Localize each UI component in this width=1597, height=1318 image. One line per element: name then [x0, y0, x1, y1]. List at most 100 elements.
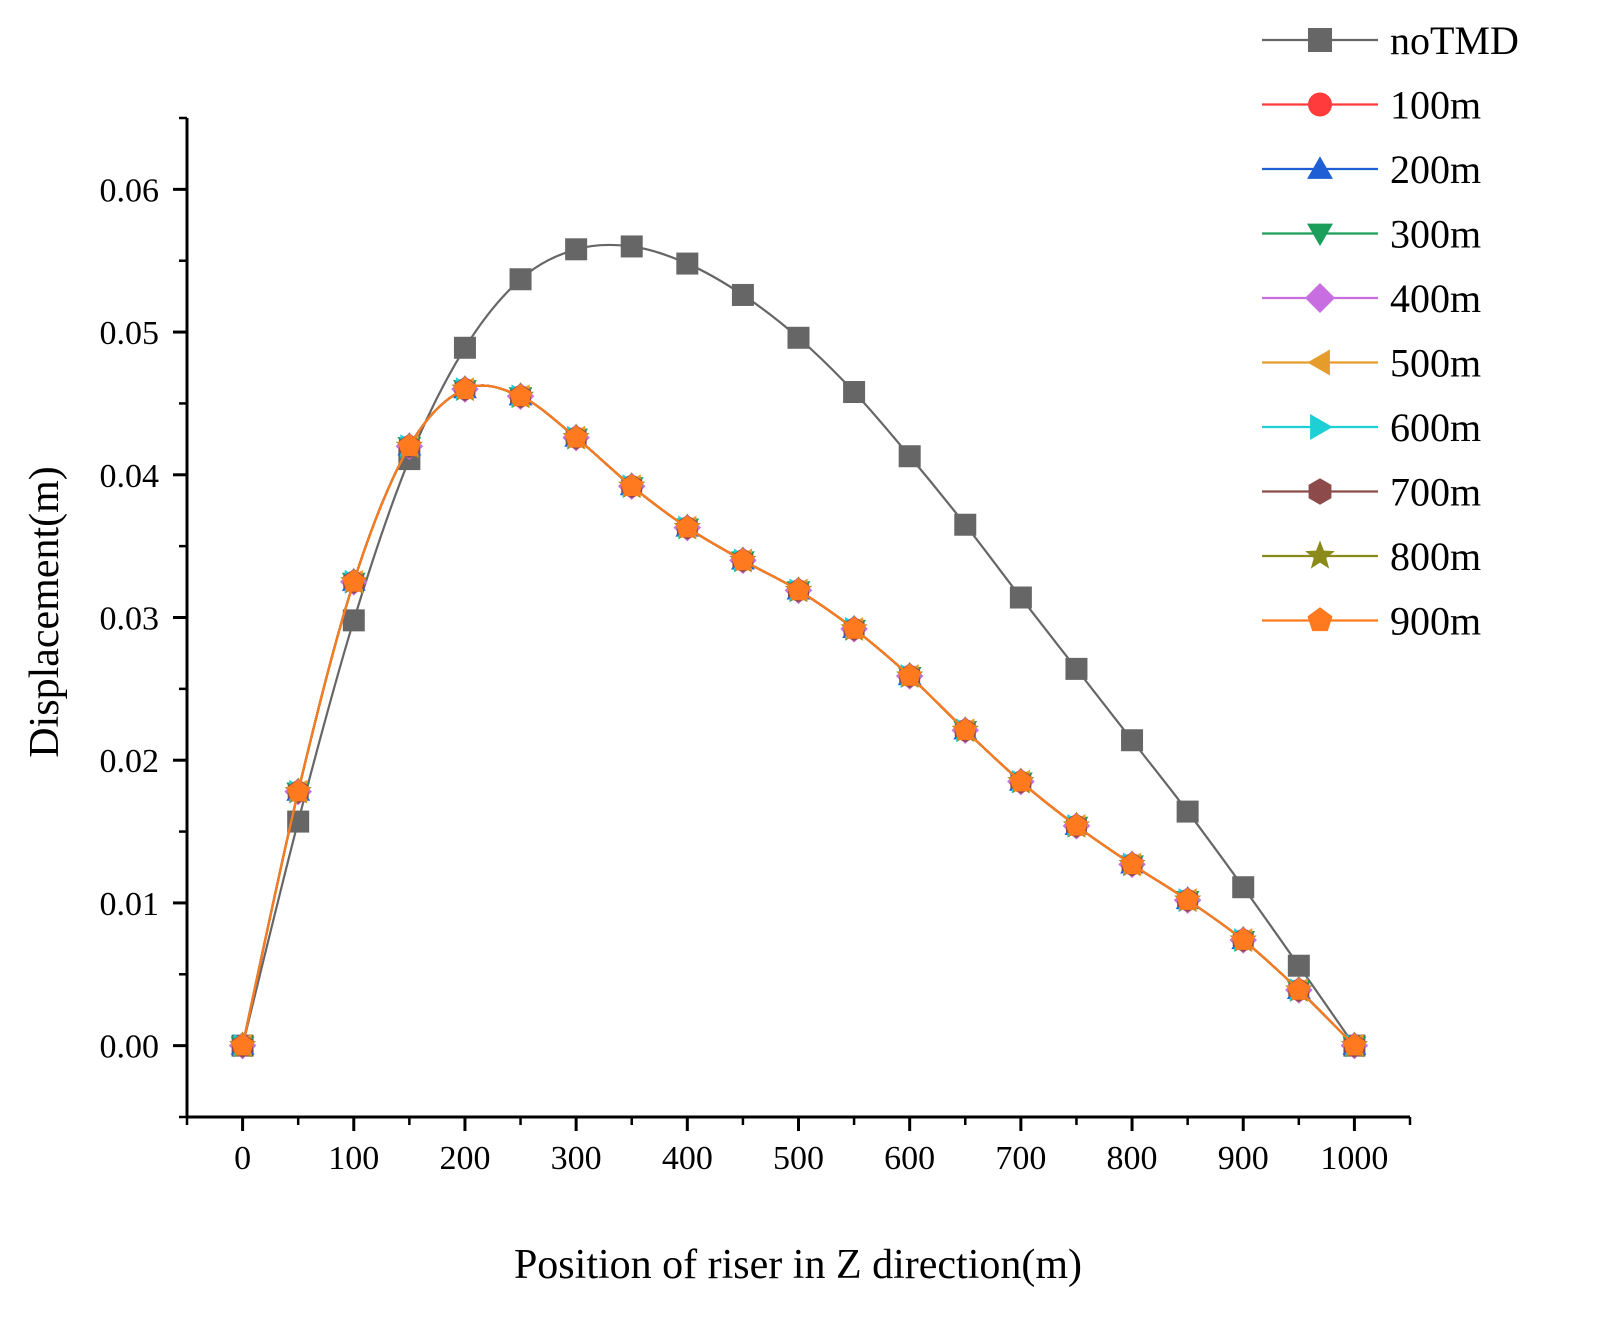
y-tick-label: 0.05 [100, 315, 160, 352]
y-tick-label: 0.03 [100, 601, 160, 638]
legend-label: 800m [1390, 534, 1481, 579]
legend-marker [1307, 223, 1333, 247]
data-point-noTMD [1009, 586, 1032, 609]
x-axis-title: Position of riser in Z direction(m) [514, 1242, 1082, 1288]
data-point-900m [286, 779, 310, 802]
data-point-900m [342, 569, 366, 592]
y-axis-title: Displacement(m) [22, 466, 68, 758]
x-tick-label: 200 [439, 1140, 490, 1177]
legend-item-100m: 100m [1262, 83, 1481, 128]
legend: noTMD 100m 200m 300m 400m 500m 600m 700m 800m 900… [1262, 18, 1519, 644]
data-point-noTMD [509, 268, 532, 291]
data-point-900m [842, 616, 866, 639]
data-point-900m [1009, 769, 1033, 792]
data-point-900m [1287, 977, 1311, 1000]
data-point-900m [509, 384, 533, 407]
y-tick-label: 0.01 [100, 886, 160, 923]
legend-marker [1307, 156, 1333, 179]
x-tick-label: 400 [662, 1140, 713, 1177]
y-tick-label: 0.04 [100, 458, 160, 495]
axes: 0 100 200 300 400 500 600 700 800 900 1000 0.00 0.01… [100, 116, 1412, 1177]
series-line-300m [241, 384, 1356, 1047]
data-point-900m [675, 515, 699, 538]
x-tick-label: 500 [773, 1140, 824, 1177]
legend-item-700m: 700m [1262, 470, 1481, 515]
x-tick-label: 600 [884, 1140, 935, 1177]
data-point-900m [1120, 852, 1144, 875]
legend-label: 400m [1390, 276, 1481, 321]
legend-label: 700m [1390, 470, 1481, 515]
legend-item-600m: 600m [1262, 405, 1481, 450]
legend-marker [1305, 540, 1335, 569]
series-line-900m [241, 384, 1356, 1047]
legend-label: 200m [1390, 147, 1481, 192]
series-noTMD [231, 235, 1366, 1057]
series-layer [228, 235, 1369, 1060]
data-point-900m [397, 434, 421, 457]
series-line-500m [241, 384, 1356, 1047]
data-point-noTMD [898, 445, 921, 468]
legend-item-noTMD: noTMD [1262, 18, 1519, 63]
legend-label: 100m [1390, 83, 1481, 128]
data-point-noTMD [676, 252, 699, 275]
legend-marker [1308, 92, 1332, 117]
data-point-900m [1342, 1033, 1366, 1056]
legend-item-200m: 200m [1262, 147, 1481, 192]
data-point-noTMD [1232, 876, 1255, 899]
data-point-noTMD [1287, 954, 1310, 977]
legend-marker [1307, 607, 1333, 632]
y-tick-label: 0.02 [100, 743, 160, 780]
x-tick-label: 0 [234, 1140, 251, 1177]
y-tick-label: 0.00 [100, 1029, 160, 1066]
x-tick-label: 900 [1218, 1140, 1269, 1177]
data-point-900m [786, 578, 811, 601]
series-line-200m [241, 384, 1356, 1047]
data-point-900m [1231, 927, 1255, 950]
legend-label: noTMD [1390, 18, 1519, 63]
legend-marker [1308, 478, 1332, 505]
data-point-noTMD [787, 326, 810, 349]
legend-marker [1308, 28, 1332, 52]
data-point-noTMD [342, 609, 365, 632]
x-tick-label: 700 [995, 1140, 1046, 1177]
data-point-noTMD [1065, 657, 1088, 680]
x-tick-label: 1000 [1320, 1140, 1388, 1177]
data-point-noTMD [565, 238, 588, 261]
legend-marker [1307, 349, 1330, 376]
data-point-900m [564, 425, 588, 448]
data-point-900m [1176, 887, 1200, 910]
series-line-100m [241, 384, 1356, 1047]
data-point-noTMD [620, 235, 643, 258]
legend-label: 500m [1390, 341, 1481, 386]
data-point-noTMD [1121, 729, 1144, 752]
legend-item-500m: 500m [1262, 341, 1481, 386]
x-tick-label: 300 [551, 1140, 602, 1177]
data-point-noTMD [453, 336, 476, 359]
series-line-400m [241, 384, 1356, 1047]
series-line-noTMD [241, 243, 1356, 1047]
data-point-900m [453, 377, 477, 399]
y-tick-label: 0.06 [100, 172, 160, 209]
legend-item-900m: 900m [1262, 599, 1481, 644]
legend-label: 600m [1390, 405, 1481, 450]
data-point-noTMD [1176, 800, 1199, 823]
data-point-900m [898, 663, 922, 686]
series-line-700m [241, 384, 1356, 1047]
x-tick-label: 100 [328, 1140, 379, 1177]
data-point-900m [620, 474, 644, 496]
data-point-noTMD [843, 381, 866, 404]
data-point-900m [953, 718, 977, 741]
legend-item-400m: 400m [1262, 276, 1481, 321]
data-point-900m [1064, 813, 1088, 836]
data-point-noTMD [731, 283, 754, 306]
legend-marker [1310, 414, 1333, 440]
series-800m [228, 374, 1369, 1058]
legend-item-300m: 300m [1262, 212, 1481, 257]
series-600m [233, 377, 1366, 1058]
legend-marker [1305, 283, 1335, 313]
data-point-900m [231, 1033, 255, 1056]
x-tick-label: 800 [1107, 1140, 1158, 1177]
series-line-800m [241, 384, 1356, 1047]
series-400m [228, 375, 1369, 1060]
